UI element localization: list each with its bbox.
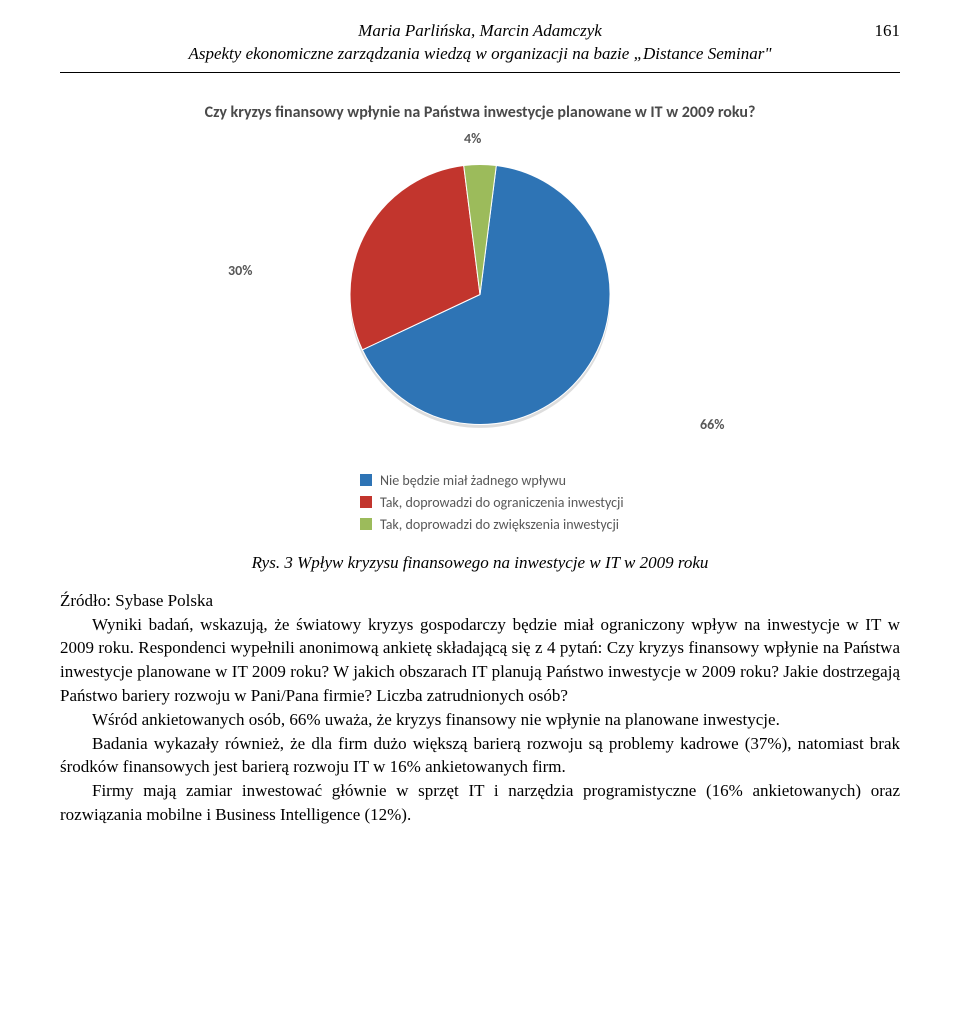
paragraph: Firmy mają zamiar inwestować głównie w s… xyxy=(60,779,900,827)
pie-area: 66% 30% 4% xyxy=(60,142,900,452)
legend-label: Nie będzie miał żadnego wpływu xyxy=(380,472,566,489)
page-number: 161 xyxy=(875,20,901,43)
paragraph: Wśród ankietowanych osób, 66% uważa, że … xyxy=(60,708,900,732)
legend-item: Tak, doprowadzi do ograniczenia inwestyc… xyxy=(360,494,900,511)
author-line: Maria Parlińska, Marcin Adamczyk xyxy=(60,20,900,43)
legend-label: Tak, doprowadzi do ograniczenia inwestyc… xyxy=(380,494,624,511)
legend-item: Tak, doprowadzi do zwiększenia inwestycj… xyxy=(360,516,900,533)
legend-swatch xyxy=(360,518,372,530)
header-title: Aspekty ekonomiczne zarządzania wiedzą w… xyxy=(60,43,900,66)
legend-label: Tak, doprowadzi do zwiększenia inwestycj… xyxy=(380,516,619,533)
pie-slice-label-30: 30% xyxy=(228,262,252,279)
page-header: Maria Parlińska, Marcin Adamczyk Aspekty… xyxy=(60,20,900,66)
header-divider xyxy=(60,72,900,73)
source-line: Źródło: Sybase Polska xyxy=(60,591,900,611)
pie-slice-label-66: 66% xyxy=(700,416,724,433)
chart-legend: Nie będzie miał żadnego wpływu Tak, dopr… xyxy=(360,472,900,533)
pie-slice-label-4: 4% xyxy=(464,130,481,147)
body-text: Wyniki badań, wskazują, że światowy kryz… xyxy=(60,613,900,827)
chart-title: Czy kryzys finansowy wpłynie na Państwa … xyxy=(60,103,900,124)
paragraph: Wyniki badań, wskazują, że światowy kryz… xyxy=(60,613,900,708)
pie-chart: Czy kryzys finansowy wpłynie na Państwa … xyxy=(60,103,900,533)
pie-svg-wrapper xyxy=(340,154,620,439)
legend-swatch xyxy=(360,474,372,486)
pie-svg xyxy=(340,154,620,434)
figure-caption: Rys. 3 Wpływ kryzysu finansowego na inwe… xyxy=(60,553,900,573)
legend-item: Nie będzie miał żadnego wpływu xyxy=(360,472,900,489)
legend-swatch xyxy=(360,496,372,508)
paragraph: Badania wykazały również, że dla firm du… xyxy=(60,732,900,780)
